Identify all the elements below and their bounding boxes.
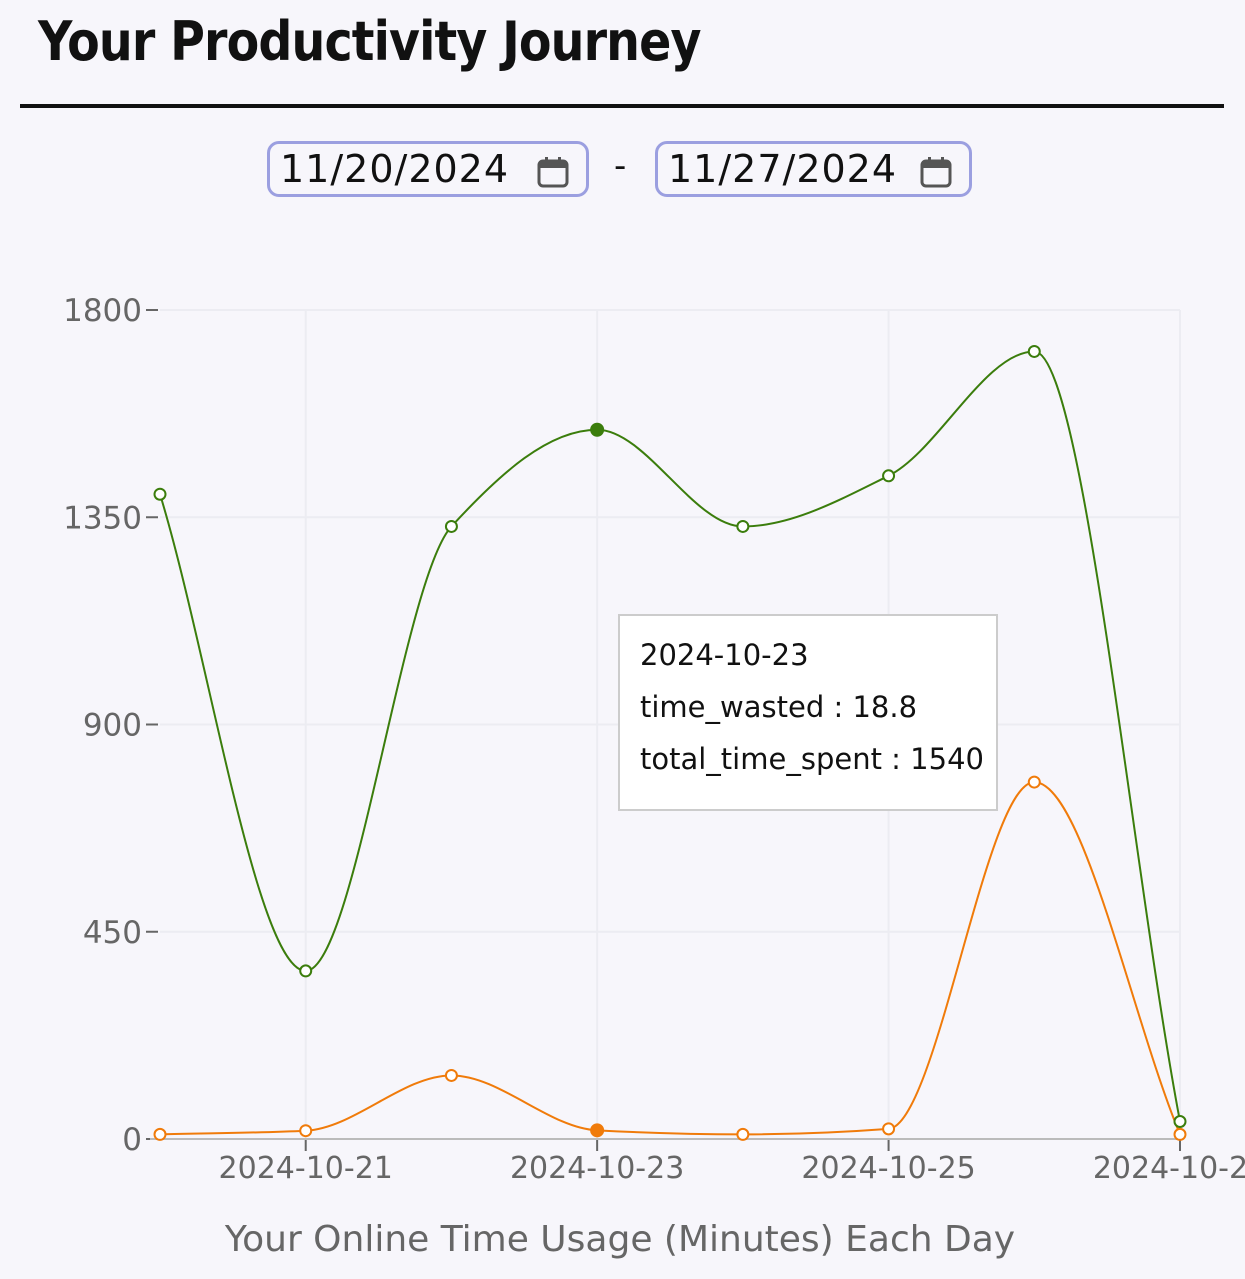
page-title: Your Productivity Journey	[38, 10, 701, 73]
tooltip-separator: :	[881, 742, 911, 776]
start-date-input[interactable]: 11/20/2024	[267, 141, 589, 197]
date-range-separator: -	[614, 146, 627, 186]
y-tick-label: 1800	[63, 293, 142, 329]
y-tick-label: 0	[122, 1122, 142, 1158]
data-point-total-time-spent	[590, 422, 605, 437]
end-date-input[interactable]: 11/27/2024	[655, 141, 972, 197]
tooltip-label: time_wasted	[640, 690, 825, 724]
x-tick-label: 2024-10-27	[1093, 1151, 1245, 1186]
tooltip-row-total-time-spent: total_time_spent : 1540	[640, 742, 984, 776]
data-point-time-wasted	[590, 1123, 605, 1138]
tooltip-label: total_time_spent	[640, 742, 882, 776]
x-tick-label: 2024-10-21	[219, 1151, 393, 1186]
tooltip-value: 18.8	[852, 690, 918, 724]
calendar-icon[interactable]	[536, 155, 570, 193]
data-point-total-time-spent	[299, 964, 313, 978]
tooltip-row-time-wasted: time_wasted : 18.8	[640, 690, 976, 724]
x-tick-label: 2024-10-25	[801, 1151, 975, 1186]
y-tick-label: 900	[83, 708, 142, 744]
data-point-time-wasted	[1027, 775, 1041, 789]
data-point-time-wasted	[882, 1122, 896, 1136]
tooltip-title: 2024-10-23	[640, 638, 809, 672]
end-date-value: 11/27/2024	[668, 147, 898, 191]
start-date-value: 11/20/2024	[280, 147, 510, 191]
tooltip-value: 1540	[910, 742, 984, 776]
data-point-total-time-spent	[444, 519, 458, 533]
data-point-total-time-spent	[736, 519, 750, 533]
data-point-total-time-spent	[1027, 344, 1041, 358]
data-point-time-wasted	[153, 1127, 167, 1141]
tooltip-separator: :	[824, 690, 853, 724]
calendar-icon[interactable]	[919, 155, 953, 193]
data-point-time-wasted	[736, 1127, 750, 1141]
chart-series	[153, 344, 1187, 1141]
y-tick-label: 1350	[63, 500, 142, 536]
data-point-total-time-spent	[882, 469, 896, 483]
x-axis-title: Your Online Time Usage (Minutes) Each Da…	[224, 1219, 1015, 1260]
data-point-total-time-spent	[153, 487, 167, 501]
data-point-time-wasted	[1173, 1127, 1187, 1141]
chart-tooltip: 2024-10-23 time_wasted : 18.8 total_time…	[618, 614, 998, 811]
page-header: Your Productivity Journey	[20, 0, 1224, 108]
data-point-time-wasted	[444, 1068, 458, 1082]
data-point-total-time-spent	[1173, 1114, 1187, 1128]
x-tick-label: 2024-10-23	[510, 1151, 684, 1186]
data-point-time-wasted	[299, 1124, 313, 1138]
y-tick-label: 450	[83, 915, 142, 951]
series-line-time-wasted	[159, 781, 1181, 1136]
